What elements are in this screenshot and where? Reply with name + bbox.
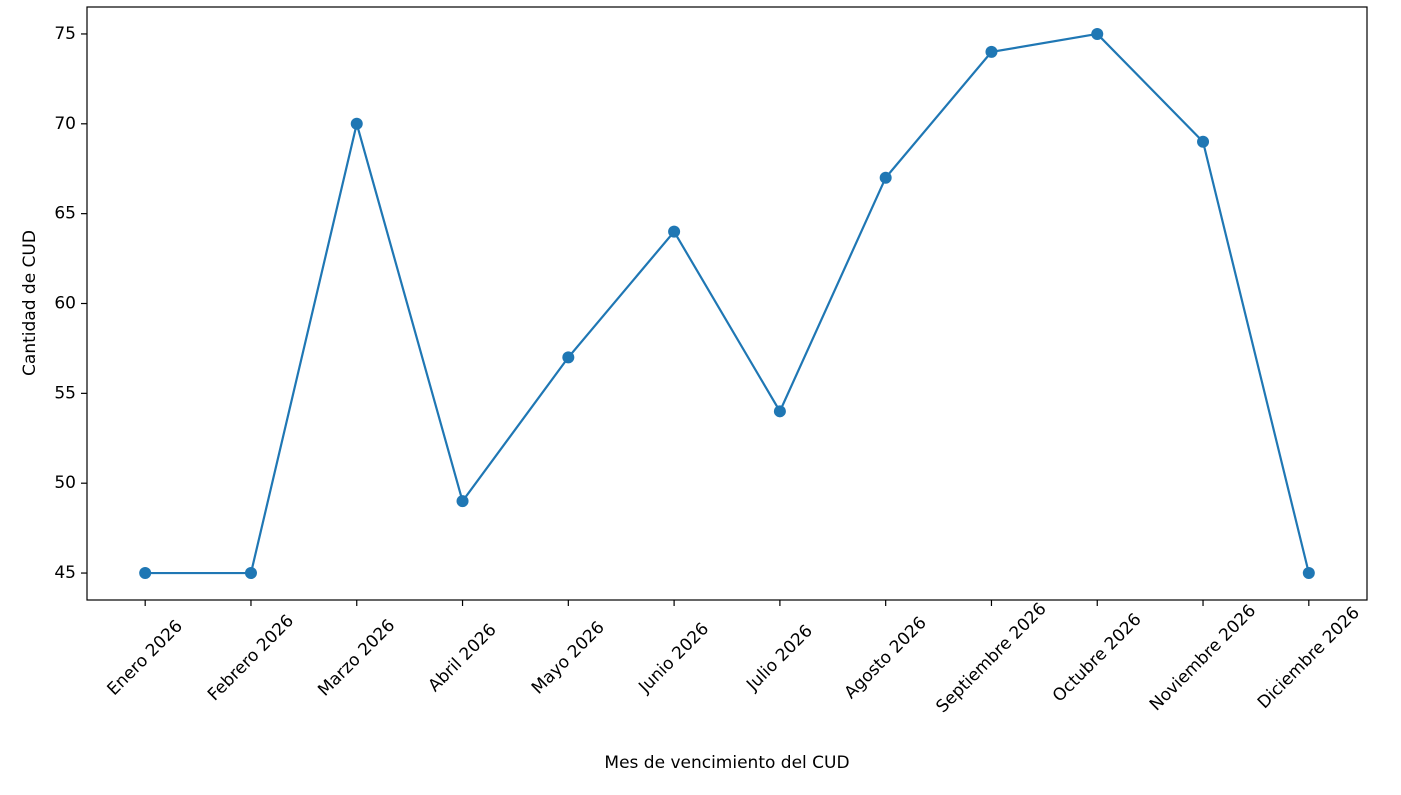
marker — [668, 225, 681, 238]
x-tick-label: Septiembre 2026 — [932, 599, 1050, 717]
x-tick-label: Agosto 2026 — [841, 613, 931, 703]
x-tick-label: Junio 2026 — [634, 619, 713, 698]
x-tick-label: Noviembre 2026 — [1146, 601, 1260, 715]
line — [145, 32, 1310, 575]
y-tick-label: 55 — [54, 383, 76, 403]
marker — [244, 567, 257, 580]
y-tick-label: 60 — [54, 294, 76, 314]
x-tick-label: Marzo 2026 — [314, 616, 399, 701]
marker — [456, 495, 469, 508]
marker — [1197, 135, 1210, 148]
marker — [350, 117, 363, 130]
x-tick-label: Octubre 2026 — [1049, 610, 1146, 707]
x-tick-label: Febrero 2026 — [204, 611, 298, 705]
x-tick-label: Julio 2026 — [742, 621, 816, 695]
y-tick-label: 45 — [54, 563, 76, 583]
x-tick-label: Diciembre 2026 — [1254, 603, 1364, 713]
marker — [139, 567, 152, 580]
y-tick-label: 75 — [54, 24, 76, 44]
y-tick-label: 70 — [54, 114, 76, 134]
x-tick-label: Mayo 2026 — [528, 618, 609, 699]
marker — [562, 351, 575, 364]
x-axis-label: Mes de vencimiento del CUD — [604, 753, 849, 773]
marker — [1091, 27, 1104, 40]
marker — [1302, 567, 1315, 580]
y-tick-label: 50 — [54, 473, 76, 493]
x-tick-label: Abril 2026 — [425, 620, 501, 696]
marker — [985, 45, 998, 58]
plot-frame — [86, 6, 1368, 601]
y-tick-label: 65 — [54, 204, 76, 224]
marker — [773, 405, 786, 418]
y-axis-label: Cantidad de CUD — [20, 230, 40, 376]
marker — [879, 171, 892, 184]
x-tick-label: Enero 2026 — [104, 616, 187, 699]
